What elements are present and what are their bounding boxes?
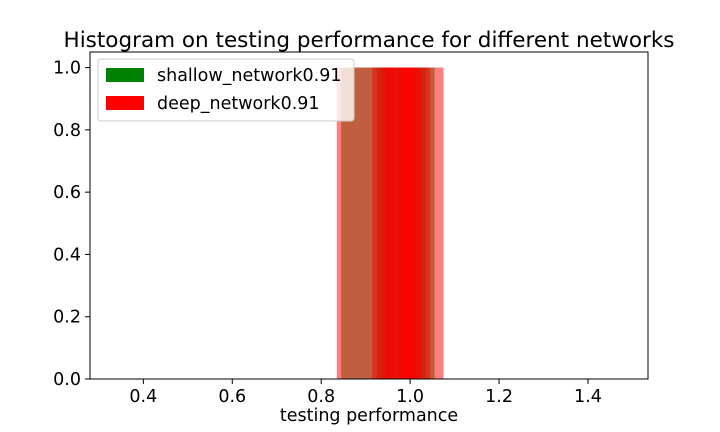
bars-group [336, 67, 444, 380]
y-tick-label: 0.2 [53, 308, 81, 328]
y-axis: 0.0 0.2 0.4 0.6 0.8 1.0 [53, 59, 90, 390]
x-axis: 0.4 0.6 0.8 1.0 1.2 1.4 [129, 379, 602, 407]
x-tick-label: 1.2 [485, 387, 513, 407]
y-tick-label: 0.0 [53, 370, 81, 390]
bar-deep-5 [403, 67, 417, 380]
plot-frame [89, 51, 649, 380]
y-tick-label: 0.6 [53, 183, 81, 203]
x-tick-label: 0.6 [218, 387, 246, 407]
y-tick-label: 0.4 [53, 245, 81, 265]
legend-label-deep: deep_network0.91 [157, 94, 320, 114]
x-tick-label: 0.4 [129, 387, 157, 407]
x-tick-label: 1.0 [396, 387, 424, 407]
y-tick-label: 1.0 [53, 59, 81, 79]
legend-frame [97, 58, 355, 122]
x-tick-label: 1.4 [574, 387, 602, 407]
legend: shallow_network0.91 deep_network0.91 [97, 58, 355, 122]
x-tick-label: 0.8 [307, 387, 335, 407]
legend-swatch-shallow [106, 68, 144, 82]
legend-swatch-deep [106, 96, 144, 110]
x-axis-label: testing performance [280, 406, 458, 426]
y-tick-label: 0.8 [53, 121, 81, 141]
legend-label-shallow: shallow_network0.91 [157, 66, 341, 86]
chart-title: Histogram on testing performance for dif… [64, 28, 675, 53]
